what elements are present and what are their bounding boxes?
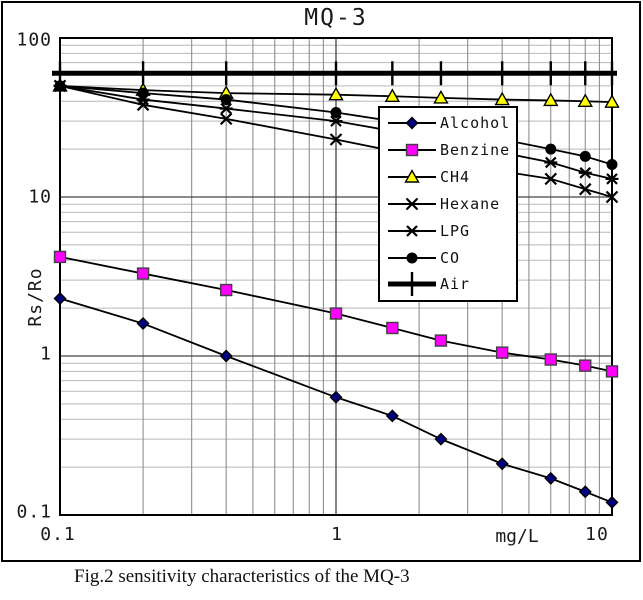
legend-marker-asterisk-icon — [388, 225, 436, 237]
marker-diamond — [53, 291, 67, 305]
marker-square — [329, 307, 343, 320]
marker-square — [434, 334, 448, 347]
marker-square — [386, 321, 399, 335]
series-line-benzine — [59, 256, 613, 373]
y-tick-10: 10 — [28, 186, 52, 208]
marker-circle — [606, 159, 618, 171]
marker-x — [329, 133, 343, 146]
marker-square — [405, 144, 419, 157]
chart-title: MQ-3 — [304, 5, 368, 31]
y-axis-title: Rs/Ro — [25, 267, 47, 327]
x-tick-1: 1 — [331, 524, 343, 545]
legend-label-benzine: Benzine — [440, 141, 511, 160]
marker-square — [579, 359, 592, 372]
marker-square — [53, 250, 67, 264]
marker-triangle — [543, 92, 559, 107]
legend-item-benzine: Benzine — [380, 137, 516, 163]
y-tick-100: 100 — [16, 29, 52, 51]
marker-circle — [545, 143, 557, 155]
marker-triangle — [494, 91, 510, 106]
legend-item-hexane: Hexane — [380, 191, 516, 217]
marker-triangle — [404, 169, 420, 183]
legend-marker-triangle-icon — [388, 169, 436, 183]
y-tick-1: 1 — [40, 343, 52, 365]
marker-diamond — [605, 495, 619, 509]
marker-x — [605, 190, 619, 204]
y-tick-0.1: 0.1 — [16, 501, 52, 523]
legend-item-ch4: CH4 — [380, 164, 516, 190]
legend-marker-diamond-icon — [388, 116, 436, 130]
legend-label-co: CO — [440, 248, 461, 267]
marker-circle — [137, 87, 149, 99]
marker-circle — [406, 252, 418, 264]
marker-circle — [330, 106, 342, 118]
marker-diamond — [544, 471, 558, 485]
marker-diamond — [578, 485, 592, 499]
plot-border — [59, 37, 613, 516]
marker-square — [136, 267, 150, 280]
x-tick-10: 10 — [585, 524, 609, 545]
marker-square — [544, 353, 557, 366]
marker-circle — [54, 80, 66, 92]
legend-item-air: Air — [380, 271, 516, 297]
legend-marker-circle-icon — [388, 252, 436, 264]
marker-diamond — [434, 432, 448, 446]
marker-square — [495, 346, 509, 359]
marker-diamond — [495, 457, 509, 471]
marker-triangle — [604, 94, 620, 108]
figure-caption: Fig.2 sensitivity characteristics of the… — [74, 566, 410, 587]
x-tick-0.1: 0.1 — [40, 524, 76, 545]
legend-item-co: CO — [380, 245, 516, 271]
legend-marker-x-icon — [388, 197, 436, 211]
legend-item-alcohol: Alcohol — [380, 110, 516, 136]
marker-x — [544, 172, 558, 186]
marker-circle — [579, 150, 591, 162]
marker-circle — [220, 94, 232, 106]
marker-x — [136, 98, 150, 112]
marker-x — [405, 197, 419, 211]
marker-diamond — [405, 116, 419, 130]
marker-triangle — [384, 88, 401, 102]
marker-triangle — [328, 86, 344, 101]
marker-triangle — [577, 93, 593, 107]
marker-square — [219, 283, 233, 297]
marker-diamond — [136, 317, 150, 331]
chart-legend: Alcohol Benzine CH4 Hexane LPG CO Air — [378, 106, 518, 302]
legend-marker-square-icon — [388, 144, 436, 157]
marker-x — [578, 182, 592, 196]
marker-diamond — [385, 409, 399, 423]
x-axis-unit-label: mg/L — [495, 526, 539, 547]
legend-item-lpg: LPG — [380, 218, 516, 244]
marker-square — [605, 365, 619, 378]
marker-triangle — [433, 89, 449, 104]
legend-label-alcohol: Alcohol — [440, 114, 511, 133]
series-line-alcohol — [59, 297, 613, 504]
legend-label-air: Air — [440, 275, 471, 294]
legend-label-hexane: Hexane — [440, 194, 501, 213]
marker-diamond — [329, 390, 343, 404]
series-line-ch4 — [59, 84, 613, 104]
legend-marker-tick-icon — [388, 272, 436, 297]
marker-diamond — [219, 349, 233, 363]
marker-x — [219, 112, 233, 126]
legend-label-lpg: LPG — [440, 221, 471, 240]
legend-label-ch4: CH4 — [440, 168, 471, 187]
